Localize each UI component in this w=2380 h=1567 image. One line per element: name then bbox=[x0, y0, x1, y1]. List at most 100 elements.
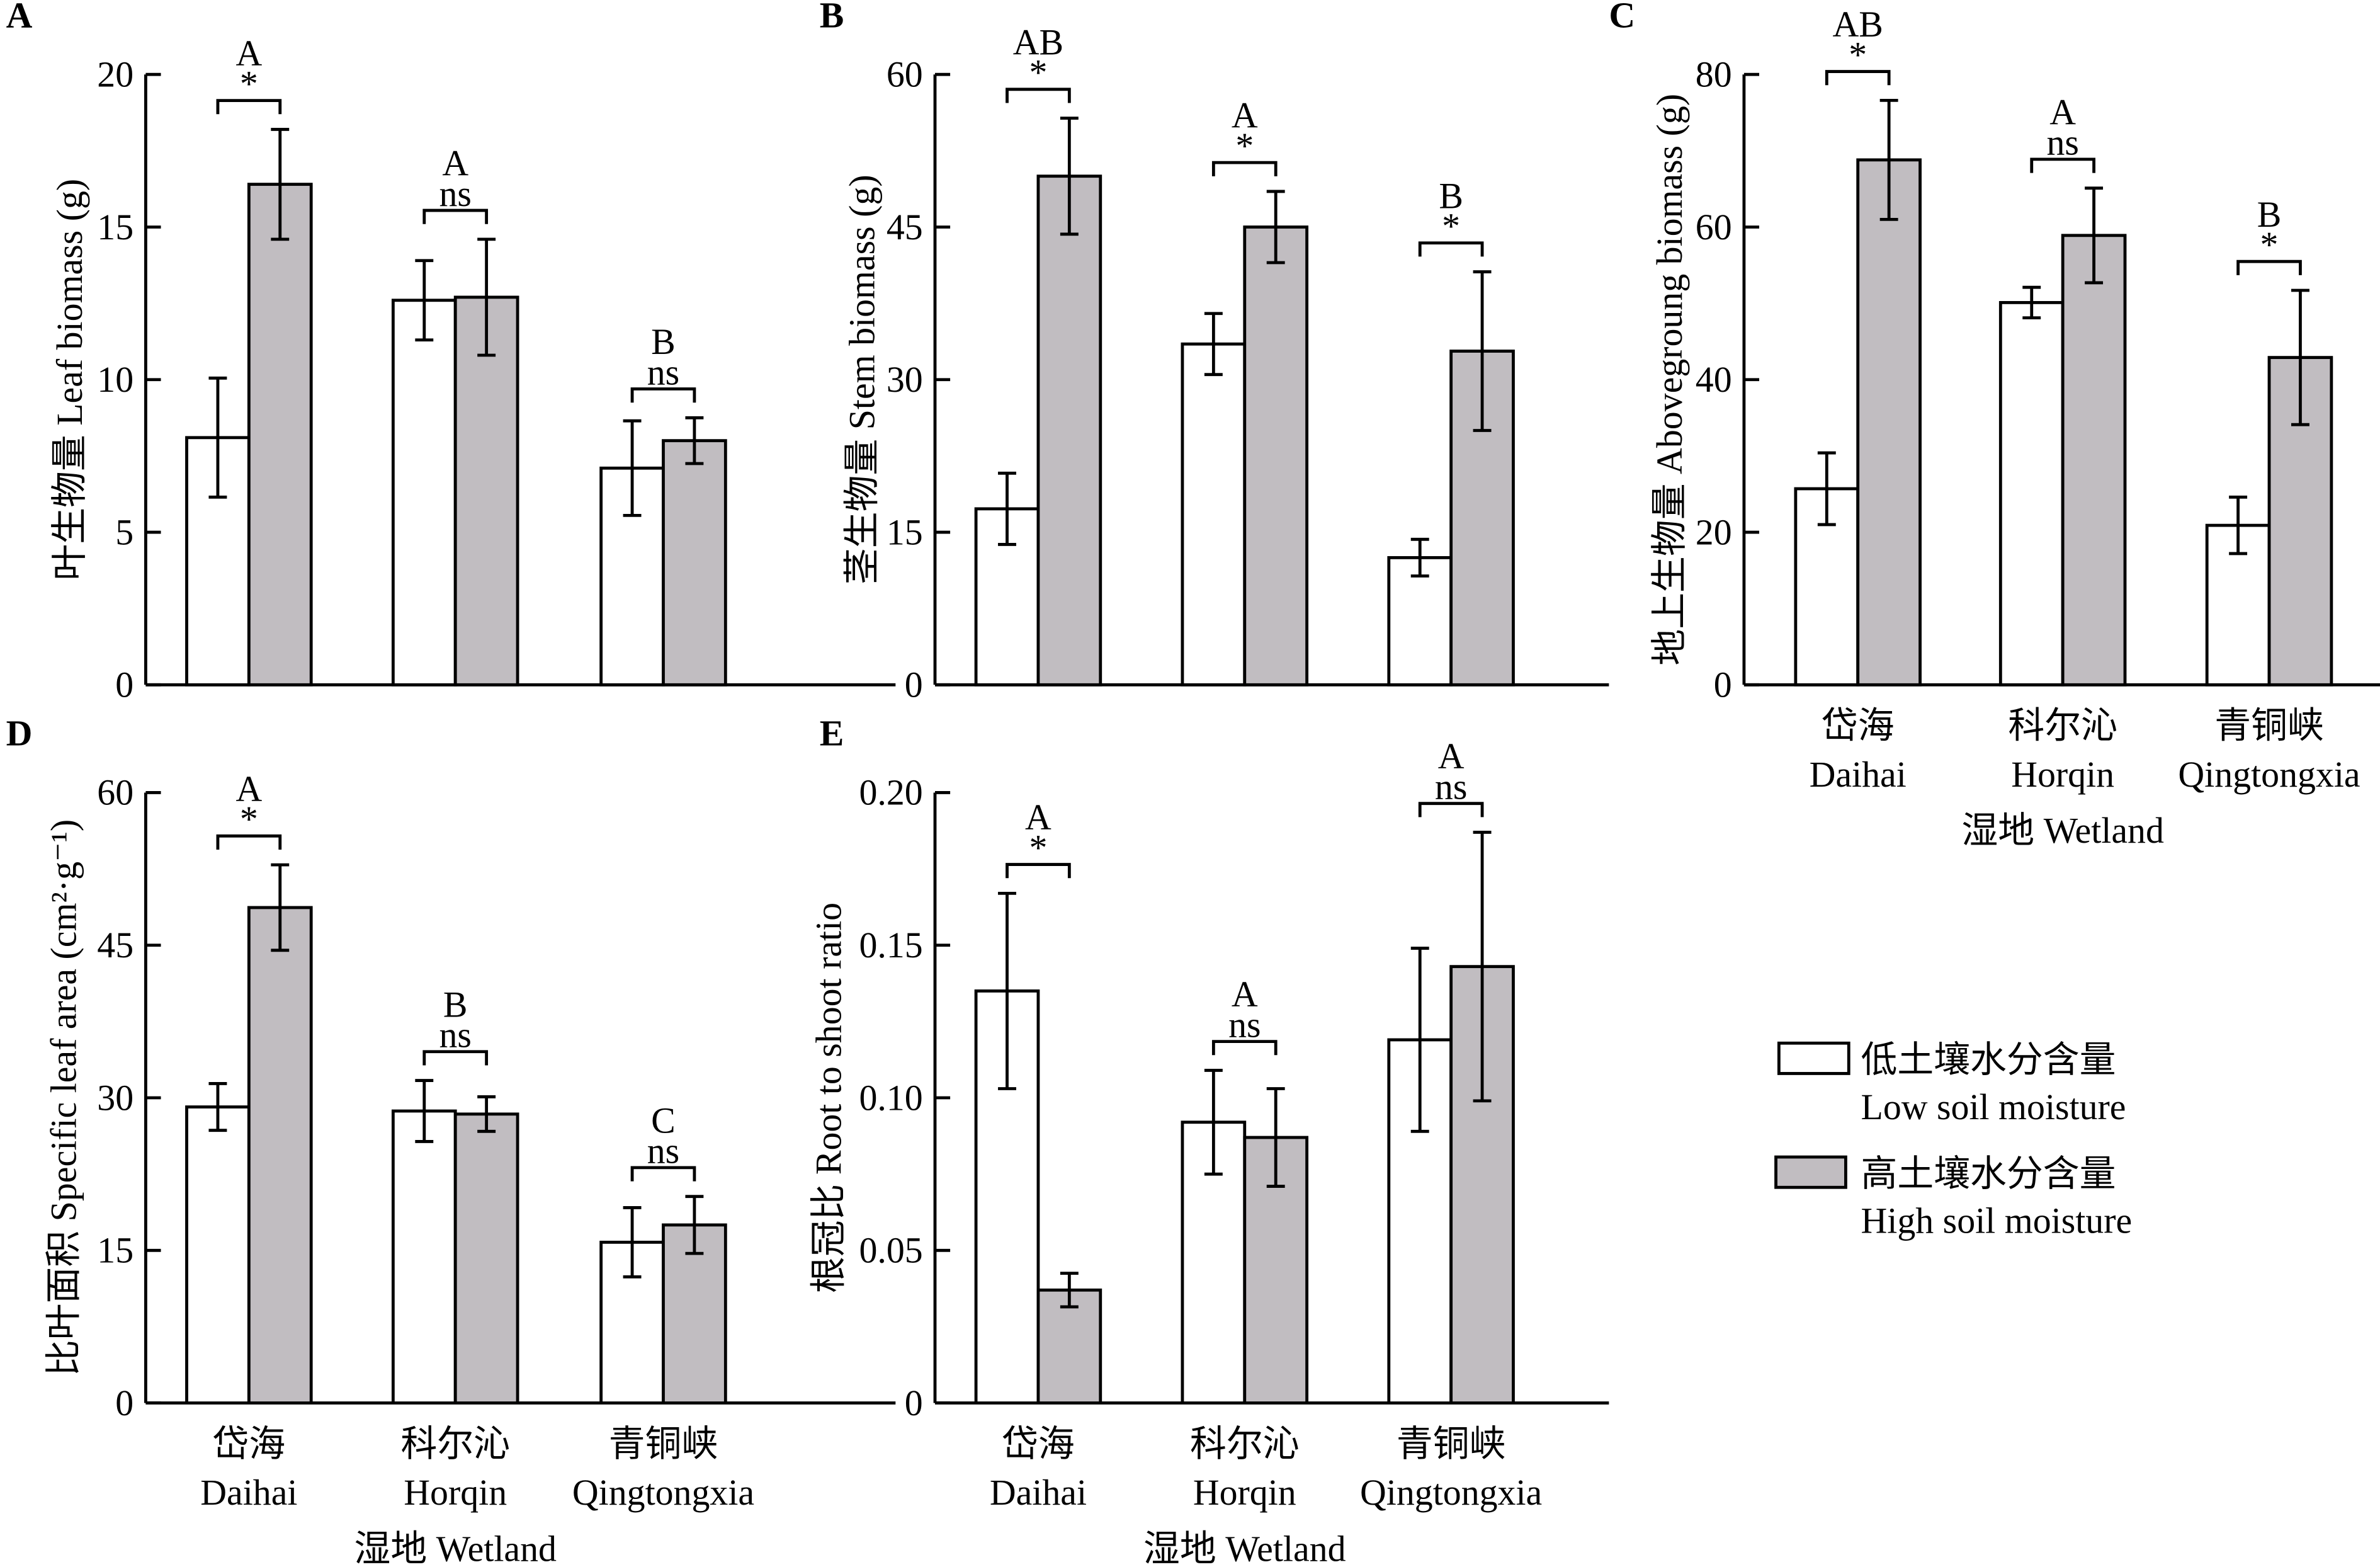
x-tick-label-zh: 岱海 bbox=[213, 1423, 286, 1464]
y-tick-label: 45 bbox=[97, 925, 133, 966]
y-tick-label: 15 bbox=[887, 511, 923, 552]
x-tick-label-en: Horqin bbox=[404, 1472, 507, 1513]
bar-high bbox=[453, 1112, 519, 1405]
legend-swatch-low bbox=[1777, 1041, 1850, 1075]
group-letter: B bbox=[443, 984, 468, 1025]
significance-label: ns bbox=[647, 1131, 679, 1171]
x-tick-label-en: Daihai bbox=[200, 1472, 297, 1513]
y-tick-label: 15 bbox=[97, 207, 133, 248]
y-tick-label: 0 bbox=[115, 664, 133, 705]
bar-low bbox=[1181, 342, 1247, 687]
x-tick-label-zh: 青铜峡 bbox=[609, 1423, 718, 1464]
panel-label: D bbox=[6, 713, 33, 754]
y-tick-label: 30 bbox=[887, 359, 923, 400]
group-letter: AB bbox=[1013, 21, 1063, 62]
significance-label: ns bbox=[1228, 1004, 1261, 1045]
legend-swatch-high bbox=[1774, 1155, 1847, 1189]
x-axis-label: 湿地 Wetland bbox=[1143, 1528, 1346, 1567]
group-letter: A bbox=[235, 33, 262, 74]
y-tick-label: 5 bbox=[115, 511, 133, 552]
y-tick-label: 0 bbox=[115, 1382, 133, 1423]
significance-label: ns bbox=[439, 1015, 471, 1056]
panel-label: C bbox=[1609, 0, 1635, 35]
significance-label: * bbox=[240, 63, 258, 104]
y-tick-label: 0 bbox=[905, 664, 923, 705]
y-tick-label: 0.20 bbox=[859, 772, 922, 813]
group-letter: B bbox=[1439, 175, 1463, 216]
y-tick-label: 40 bbox=[1696, 359, 1732, 400]
significance-bracket bbox=[1825, 70, 1891, 86]
significance-label: * bbox=[1029, 52, 1047, 93]
bar-high bbox=[662, 439, 727, 687]
significance-label: * bbox=[1029, 827, 1047, 868]
legend: 低土壤水分含量 Low soil moisture 高土壤水分含量 High s… bbox=[1774, 1039, 2133, 1241]
x-tick-label-zh: 青铜峡 bbox=[1397, 1423, 1506, 1464]
y-tick-label: 45 bbox=[887, 207, 923, 248]
bar-high bbox=[2061, 234, 2127, 687]
bar-high bbox=[247, 183, 313, 687]
y-tick-label: 0.10 bbox=[859, 1077, 922, 1118]
significance-bracket bbox=[1006, 88, 1071, 103]
bar-low bbox=[391, 1109, 457, 1405]
group-letter: C bbox=[651, 1100, 676, 1141]
x-tick-label-zh: 科尔沁 bbox=[1190, 1423, 1300, 1464]
y-axis-label: 根冠比 Root to shoot ratio bbox=[808, 903, 849, 1293]
significance-label: * bbox=[1235, 125, 1254, 166]
bar-high bbox=[1243, 225, 1309, 687]
group-letter: A bbox=[442, 143, 468, 184]
significance-bracket bbox=[1418, 802, 1484, 818]
significance-bracket bbox=[216, 99, 282, 115]
y-tick-label: 60 bbox=[887, 54, 923, 94]
y-axis-label: 地上生物量 Abovegroung biomass (g) bbox=[1649, 94, 1690, 666]
y-tick-label: 0 bbox=[905, 1382, 923, 1423]
significance-bracket bbox=[422, 208, 489, 224]
y-axis-label: 叶生物量 Leaf biomass (g) bbox=[49, 179, 90, 581]
significance-label: ns bbox=[1435, 766, 1467, 807]
bar-low bbox=[1998, 300, 2065, 687]
panel-d: D 0 15 30 45 60 比叶面积 Specific leaf area (cm²·g… bbox=[6, 713, 896, 1567]
legend-label-low-en: Low soil moisture bbox=[1861, 1086, 2126, 1127]
legend-label-low-zh: 低土壤水分含量 bbox=[1861, 1039, 2116, 1080]
legend-label-high-en: High soil moisture bbox=[1861, 1200, 2133, 1241]
y-axis-label: 茎生物量 Stem biomass (g) bbox=[842, 174, 883, 584]
significance-bracket bbox=[1211, 1040, 1278, 1056]
significance-label: ns bbox=[2046, 122, 2078, 163]
y-tick-label: 80 bbox=[1696, 54, 1732, 94]
y-tick-label: 60 bbox=[1696, 207, 1732, 248]
group-letter: A bbox=[1232, 95, 1258, 136]
bar-high bbox=[247, 906, 313, 1405]
panel-label: A bbox=[6, 0, 33, 35]
y-tick-label: 0.15 bbox=[859, 925, 922, 966]
group-letter: A bbox=[235, 768, 262, 809]
x-tick-label-en: Horqin bbox=[1193, 1472, 1296, 1513]
y-axis-label: 比叶面积 Specific leaf area (cm²·g⁻¹) bbox=[43, 819, 84, 1376]
significance-bracket bbox=[216, 834, 282, 850]
group-letter: A bbox=[2049, 91, 2076, 132]
significance-bracket bbox=[1418, 241, 1484, 257]
group-letter: B bbox=[2257, 194, 2282, 235]
x-tick-label-zh: 科尔沁 bbox=[400, 1423, 510, 1464]
y-tick-label: 20 bbox=[97, 54, 133, 94]
group-letter: A bbox=[1232, 974, 1258, 1015]
panel-label: B bbox=[820, 0, 844, 35]
y-tick-label: 0 bbox=[1714, 664, 1732, 705]
significance-label: ns bbox=[439, 173, 471, 214]
bar-high bbox=[1036, 174, 1102, 687]
x-tick-label-zh: 岱海 bbox=[1002, 1423, 1075, 1464]
legend-label-high-zh: 高土壤水分含量 bbox=[1861, 1153, 2116, 1194]
group-letter: B bbox=[651, 321, 676, 362]
significance-bracket bbox=[1006, 863, 1071, 879]
panel-label: E bbox=[820, 713, 844, 754]
significance-label: * bbox=[240, 799, 258, 840]
x-tick-label-zh: 科尔沁 bbox=[2008, 705, 2117, 746]
significance-label: * bbox=[2260, 224, 2279, 265]
y-tick-label: 20 bbox=[1696, 511, 1732, 552]
x-tick-label-zh: 青铜峡 bbox=[2214, 705, 2324, 746]
significance-bracket bbox=[2030, 157, 2095, 173]
group-letter: AB bbox=[1833, 4, 1883, 45]
significance-label: * bbox=[1849, 34, 1867, 75]
